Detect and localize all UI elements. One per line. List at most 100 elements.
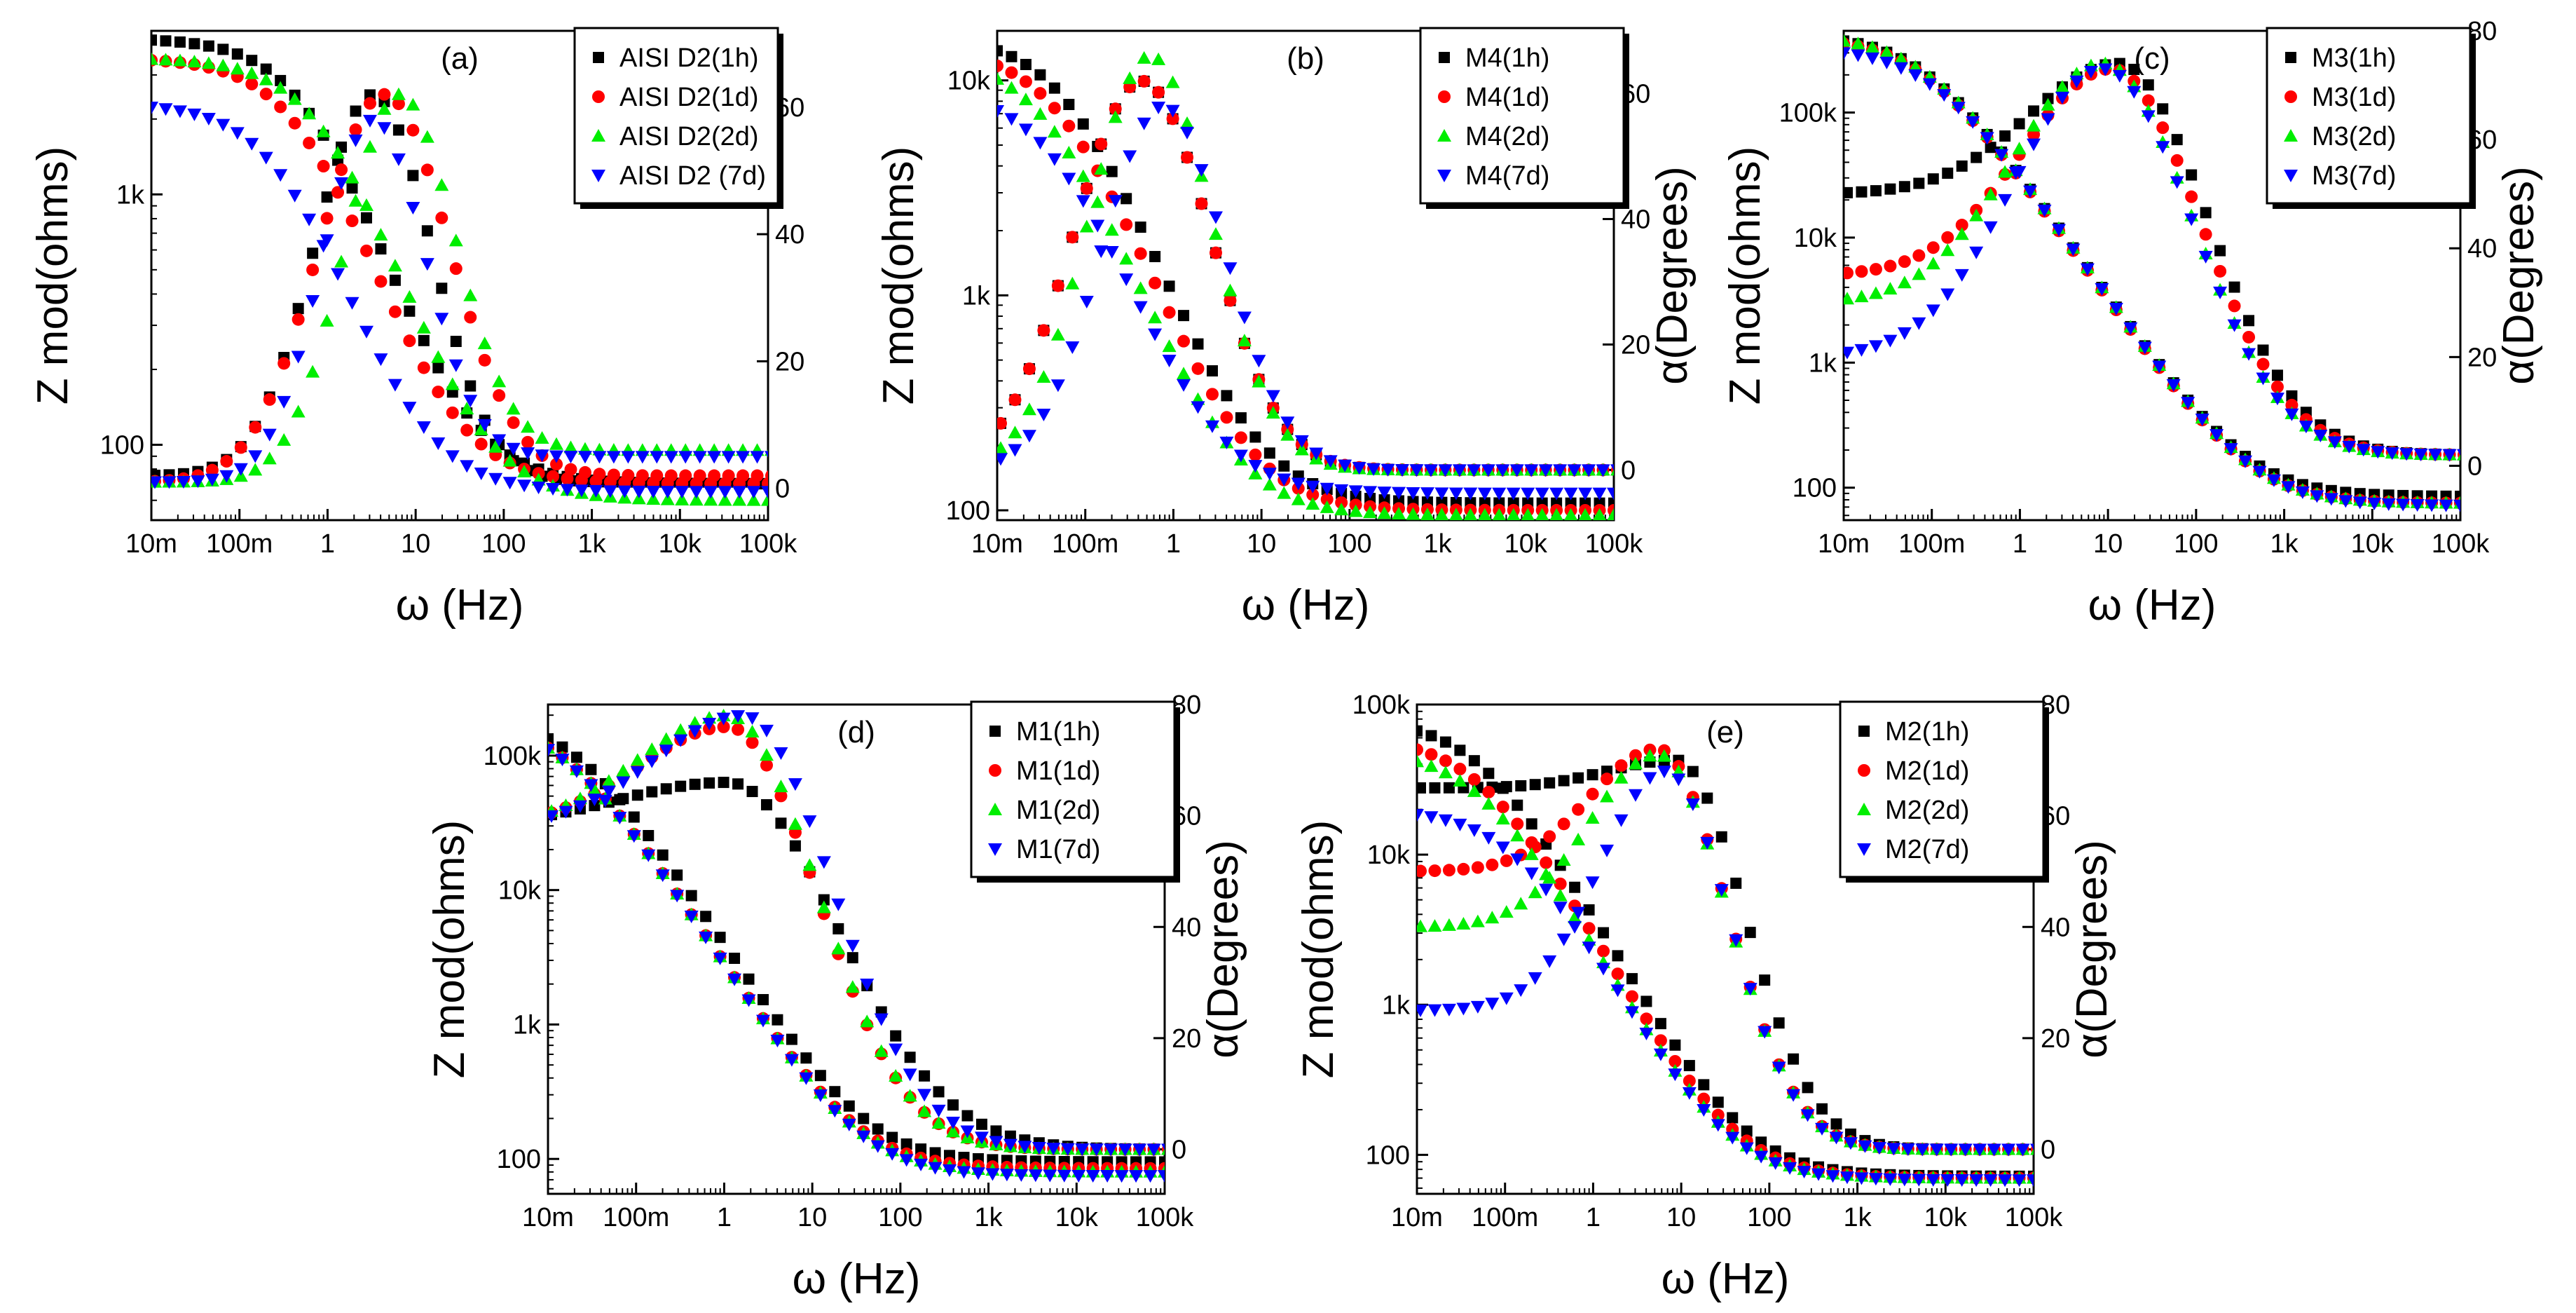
x-tick-label: 1	[1586, 1203, 1601, 1232]
zmod-point	[2066, 243, 2081, 257]
legend-label: M1(2d)	[1016, 796, 1100, 825]
zmod-point	[1668, 1068, 1683, 1082]
zmod-point	[1669, 1054, 1682, 1068]
x-tick-label: 100k	[2432, 529, 2490, 559]
zmod-point	[1100, 1170, 1115, 1183]
zmod-point	[2367, 497, 2382, 510]
zmod-point	[302, 213, 317, 226]
zmod-point	[1463, 508, 1478, 520]
phase-point	[1643, 749, 1657, 762]
phase-point	[2214, 264, 2227, 278]
phase-point	[1008, 426, 1022, 439]
phase-point	[774, 780, 788, 793]
zmod-point	[1683, 1074, 1696, 1087]
zmod-point	[569, 765, 584, 778]
zmod-point	[1047, 153, 1062, 166]
phase-point	[549, 450, 564, 463]
zmod-point	[2210, 429, 2224, 442]
zmod-point	[1104, 223, 1119, 236]
x-axis-title: ω (Hz)	[1662, 1255, 1790, 1303]
zmod-point	[275, 74, 287, 86]
legend-marker	[1858, 726, 1870, 737]
zmod-point	[417, 361, 430, 374]
phase-point	[1417, 782, 1426, 794]
zmod-point	[1076, 195, 1090, 208]
zmod-point	[1235, 412, 1247, 424]
zmod-point	[158, 103, 173, 116]
zmod-point	[1553, 902, 1568, 915]
panel-label: (a)	[441, 41, 479, 76]
zmod-point	[746, 486, 761, 499]
y-left-tick-label: 100	[1793, 474, 1837, 503]
zmod-point	[997, 72, 1004, 85]
phase-point	[997, 416, 1007, 430]
phase-point	[1898, 255, 1911, 268]
phase-point	[2200, 207, 2212, 219]
zmod-point	[1535, 487, 1549, 501]
x-tick-label: 10k	[1924, 1203, 1968, 1232]
zmod-point	[1854, 1172, 1869, 1185]
zmod-point	[1897, 1173, 1912, 1187]
zmod-point	[1177, 334, 1191, 348]
zmod-point	[331, 268, 345, 281]
zmod-point	[1334, 503, 1349, 516]
zmod-point	[402, 290, 417, 303]
zmod-point	[1205, 420, 1219, 433]
phase-point	[1046, 1143, 1061, 1156]
zmod-point	[416, 320, 431, 334]
phase-point	[1528, 885, 1542, 899]
phase-point	[1538, 464, 1553, 477]
phase-point	[1224, 294, 1237, 307]
phase-point	[1094, 162, 1109, 175]
phase-point	[1615, 759, 1628, 773]
y-right-tick-label: 0	[1172, 1136, 1186, 1165]
zmod-point	[1511, 817, 1524, 831]
panel-label: (d)	[837, 715, 875, 749]
zmod-point	[2080, 263, 2095, 276]
phase-point	[931, 1104, 946, 1117]
phase-point	[1886, 1143, 1901, 1156]
phase-point	[2385, 447, 2399, 461]
zmod-point	[359, 325, 374, 339]
zmod-point	[1063, 99, 1075, 111]
zmod-point	[1417, 754, 1424, 768]
phase-point	[2112, 69, 2127, 83]
phase-point	[1802, 1082, 1814, 1094]
legend-marker	[988, 843, 1002, 856]
zmod-point	[1162, 355, 1177, 368]
legend-marker	[988, 803, 1002, 815]
y-right-tick-label: 20	[775, 347, 804, 376]
zmod-point	[828, 1105, 842, 1118]
y-left-axis-title: Z mod(ohms)	[29, 147, 77, 405]
y-right-tick-label: 20	[2467, 343, 2497, 372]
zmod-point	[2181, 397, 2195, 410]
zmod-point	[2453, 499, 2460, 512]
zmod-point	[288, 116, 301, 130]
phase-point	[2186, 169, 2198, 181]
zmod-point	[1540, 856, 1553, 869]
zmod-point	[1879, 56, 1894, 69]
phase-point	[392, 124, 404, 136]
phase-point	[1051, 279, 1064, 292]
zmod-point	[1306, 497, 1320, 510]
zmod-point	[1865, 52, 1879, 65]
phase-point	[1486, 858, 1499, 871]
zmod-point	[858, 1113, 870, 1124]
zmod-point	[274, 100, 287, 114]
phase-point	[1601, 773, 1614, 786]
phase-point	[1514, 897, 1528, 910]
phase-point	[2228, 281, 2240, 293]
x-tick-label: 10m	[971, 529, 1023, 559]
zmod-point	[1697, 1092, 1711, 1105]
phase-point	[775, 817, 787, 829]
y-left-tick-label: 100	[100, 430, 144, 460]
phase-point	[716, 712, 731, 726]
phase-point	[320, 212, 334, 225]
phase-point	[765, 470, 768, 482]
y-left-tick-label: 10k	[1794, 224, 1837, 253]
phase-point	[219, 470, 234, 483]
phase-point	[1079, 219, 1094, 233]
zmod-point	[388, 259, 402, 272]
legend-box	[1419, 27, 1625, 205]
zmod-point	[2324, 493, 2338, 506]
